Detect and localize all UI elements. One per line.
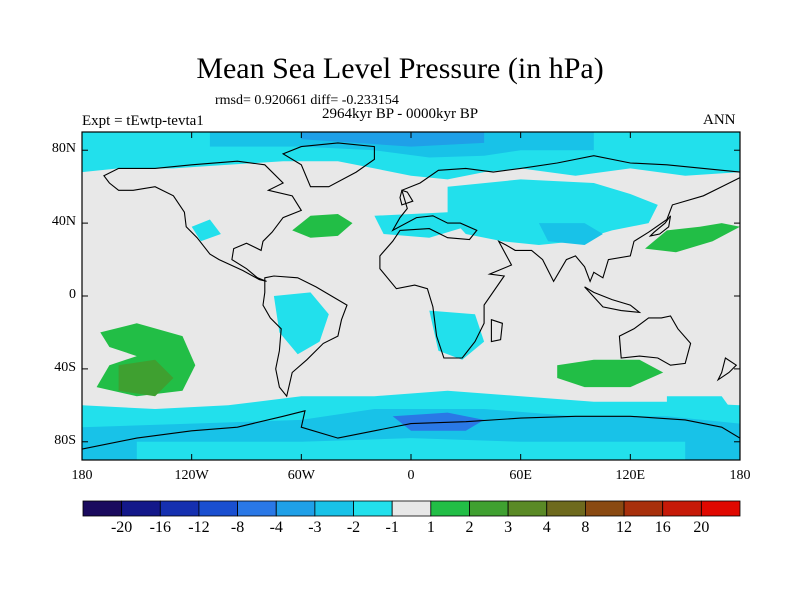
- colorbar-label: -8: [230, 519, 245, 536]
- colorbar-label: -2: [346, 519, 361, 536]
- x-tick-label: 60E: [509, 468, 532, 483]
- colorbar-swatch: [237, 500, 277, 517]
- x-tick-label: 60W: [287, 468, 315, 483]
- colorbar-label: -1: [385, 519, 399, 536]
- y-tick-label: 80N: [51, 141, 76, 157]
- colorbar-label: -4: [269, 519, 283, 536]
- stats-label: rmsd= 0.920661 diff= -0.233154: [215, 93, 399, 108]
- x-tick-label: 180: [71, 468, 93, 483]
- colorbar-swatch: [700, 500, 741, 517]
- colorbar-swatch: [353, 500, 393, 517]
- field-tibet: [538, 223, 603, 245]
- colorbar-swatch: [275, 500, 316, 517]
- field-nw-pacific-high: [645, 223, 740, 253]
- colorbar-label: 3: [504, 519, 513, 536]
- coast-new-zealand: [716, 357, 738, 382]
- colorbar-label: 16: [654, 519, 671, 536]
- colorbar-label: 1: [426, 519, 435, 536]
- colorbar-swatch: [82, 500, 123, 517]
- field-weddell-core: [392, 412, 485, 431]
- field-antarctic-interior: [136, 438, 686, 460]
- x-tick-label: 120E: [615, 468, 646, 483]
- colorbar-swatch: [662, 500, 702, 517]
- colorbar-label: 2: [465, 519, 474, 536]
- field-mediterranean: [374, 212, 466, 238]
- field-arctic-deep: [301, 132, 485, 147]
- x-tick-label: 0: [407, 468, 415, 483]
- colorbar-swatch: [623, 500, 664, 517]
- y-tick-label: 80S: [54, 432, 76, 448]
- colorbar-label: 20: [693, 519, 710, 536]
- coast-greenland: [281, 142, 375, 188]
- colorbar-swatch: [546, 500, 586, 517]
- y-tick-label: 40S: [54, 359, 76, 375]
- axis-ticks: [81, 132, 741, 460]
- colorbar-swatch: [159, 500, 200, 517]
- x-tick-label: 120W: [174, 468, 209, 483]
- colorbar: [82, 500, 741, 517]
- colorbar-swatch: [507, 500, 548, 517]
- coast-south-america: [262, 275, 348, 398]
- colorbar-swatch: [314, 500, 354, 517]
- field-south-america: [273, 292, 329, 355]
- field-north-atlantic-high: [292, 214, 353, 238]
- colorbar-label: 8: [581, 519, 590, 536]
- anomaly-fields: [82, 132, 740, 460]
- colorbar-label: 12: [616, 519, 633, 536]
- colorbar-swatch: [469, 500, 509, 517]
- y-tick-label: 40N: [51, 214, 76, 230]
- colorbar-label: -20: [110, 519, 133, 536]
- x-tick-label: 180: [729, 468, 751, 483]
- field-se-pacific-core: [118, 359, 174, 397]
- chart-title: Mean Sea Level Pressure (in hPa): [196, 52, 604, 85]
- experiment-label: Expt = tEwtp-tevta1: [82, 113, 204, 129]
- colorbar-swatch: [430, 500, 470, 517]
- colorbar-swatch: [391, 500, 432, 517]
- coast-japan: [648, 215, 672, 237]
- map-plot-area: [82, 132, 740, 460]
- coast-australia: [618, 315, 692, 366]
- colorbar-label: -3: [308, 519, 322, 536]
- field-south-indian-high: [557, 359, 664, 388]
- period-label: 2964kyr BP - 0000kyr BP: [322, 106, 479, 122]
- colorbar-label: -16: [149, 519, 171, 536]
- field-nw-atlantic: [191, 219, 221, 242]
- colorbar-swatch: [198, 500, 238, 517]
- coast-madagascar: [490, 318, 503, 343]
- coastlines: [82, 142, 740, 460]
- coast-indonesia: [584, 286, 642, 314]
- season-label: ANN: [703, 112, 736, 128]
- colorbar-swatch: [121, 500, 161, 517]
- y-tick-label: 0: [69, 287, 76, 302]
- colorbar-label: 4: [542, 519, 551, 536]
- coast-north-america: [103, 160, 303, 282]
- colorbar-label: -12: [188, 519, 210, 536]
- coast-eurasia-africa: [379, 155, 740, 359]
- coast-uk: [399, 189, 414, 206]
- colorbar-swatch: [585, 500, 625, 517]
- field-eurasia: [447, 179, 658, 245]
- coast-antarctica: [82, 410, 740, 460]
